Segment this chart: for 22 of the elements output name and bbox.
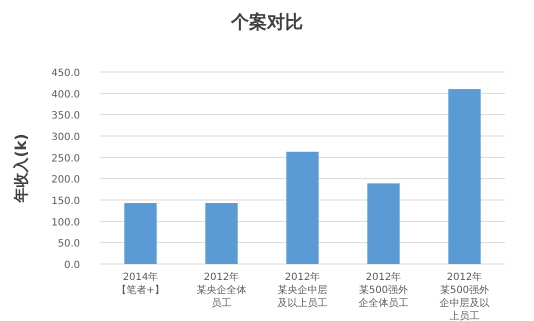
x-tick-label: 2012年某500强外企中层及以上员工 bbox=[440, 271, 490, 321]
bar bbox=[286, 152, 319, 264]
bar bbox=[448, 89, 481, 264]
y-tick-label: 400.0 bbox=[51, 89, 80, 100]
y-axis-title: 年收入(k) bbox=[12, 134, 30, 204]
y-tick-label: 200.0 bbox=[51, 174, 80, 186]
x-tick-label: 2012年某央企全体员工 bbox=[196, 271, 246, 309]
y-tick-label: 250.0 bbox=[51, 153, 80, 164]
y-tick-label: 350.0 bbox=[51, 110, 80, 122]
y-tick-label: 450.0 bbox=[51, 68, 80, 79]
bar bbox=[124, 202, 157, 264]
x-tick-label: 2012年某500强外企全体员工 bbox=[358, 271, 408, 309]
y-tick-label: 0.0 bbox=[64, 260, 80, 271]
y-tick-label: 300.0 bbox=[51, 132, 80, 143]
x-tick-label: 2014年【笔者+】 bbox=[116, 271, 165, 296]
x-tick-label: 2012年某央企中层及以上员工 bbox=[278, 271, 328, 309]
y-tick-label: 150.0 bbox=[51, 196, 80, 207]
chart-title: 个案对比 bbox=[230, 12, 303, 33]
bar bbox=[205, 202, 238, 264]
bar bbox=[367, 183, 400, 264]
y-tick-label: 100.0 bbox=[51, 217, 80, 228]
y-tick-label: 50.0 bbox=[58, 238, 80, 250]
